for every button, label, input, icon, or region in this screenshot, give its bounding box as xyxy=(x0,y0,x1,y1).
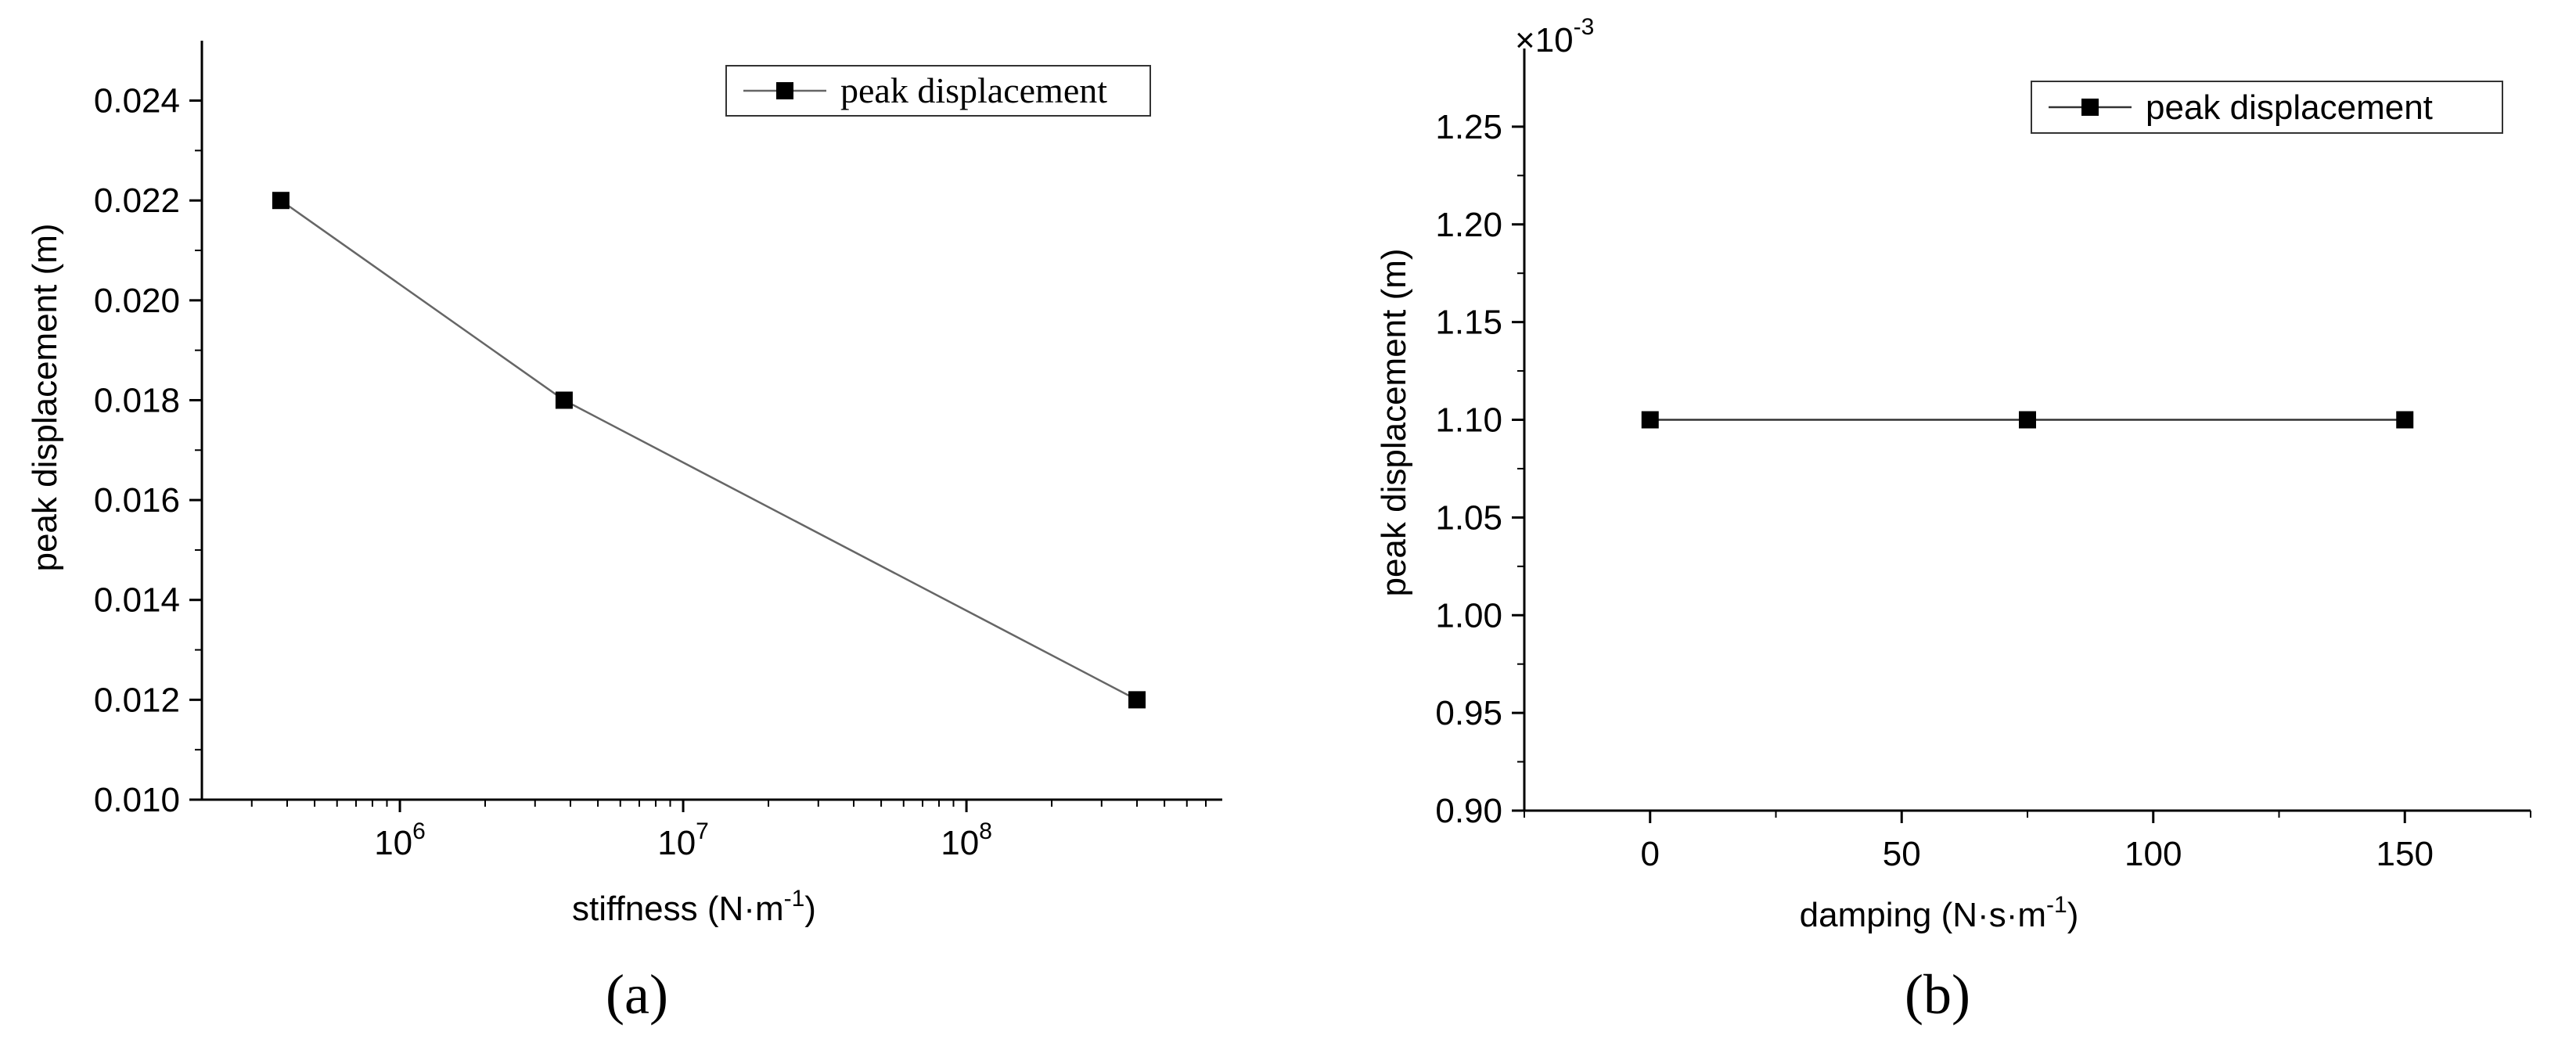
y-tick-label: 1.05 xyxy=(1435,498,1502,537)
panel-label-b: (b) xyxy=(1905,963,1970,1026)
panel-label-a: (a) xyxy=(606,963,668,1026)
y-tick-label: 0.016 xyxy=(94,481,180,520)
legend: peak displacement xyxy=(2031,81,2503,134)
y-tick-label: 0.90 xyxy=(1435,792,1502,830)
legend-marker xyxy=(776,82,793,99)
y-tick-label: 1.20 xyxy=(1435,206,1502,244)
y-tick-label: 1.15 xyxy=(1435,304,1502,342)
y-tick-label: 0.010 xyxy=(94,781,180,819)
x-tick-label: 108 xyxy=(941,818,992,862)
x-tick-label: 100 xyxy=(2124,835,2182,873)
y-tick-label: 0.018 xyxy=(94,381,180,419)
y-tick-label: 0.020 xyxy=(94,282,180,320)
legend-label: peak displacement xyxy=(840,70,1107,110)
data-point xyxy=(2019,411,2036,429)
x-axis-title: damping (N·s·m-1) xyxy=(1800,892,2079,934)
y-tick-label: 0.014 xyxy=(94,581,180,620)
x-tick-label: 150 xyxy=(2376,835,2434,873)
x-tick-label: 50 xyxy=(1883,835,1921,873)
legend-label: peak displacement xyxy=(2146,88,2433,127)
y-tick-label: 0.95 xyxy=(1435,694,1502,732)
x-tick-label: 0 xyxy=(1641,835,1660,873)
y-tick-label: 0.022 xyxy=(94,182,180,220)
data-point xyxy=(272,192,290,210)
x-tick-label: 106 xyxy=(374,818,426,862)
data-point xyxy=(2396,411,2414,429)
y-tick-label: 0.012 xyxy=(94,681,180,719)
y-tick-label: 1.10 xyxy=(1435,401,1502,440)
y-tick-label: 0.024 xyxy=(94,82,180,120)
y-tick-label: 1.00 xyxy=(1435,596,1502,635)
x-axis-title: stiffness (N·m-1) xyxy=(572,886,816,928)
chart-stiffness: peak displacement (m) stiffness (N·m-1) … xyxy=(26,41,1222,1026)
chart-damping: peak displacement (m) damping (N·s·m-1) … xyxy=(1375,14,2531,1026)
y-axis-title: peak displacement (m) xyxy=(26,223,64,571)
legend-marker xyxy=(2081,99,2099,116)
y-axis-title: peak displacement (m) xyxy=(1375,248,1413,596)
data-point xyxy=(1128,691,1146,709)
data-point xyxy=(555,391,573,409)
y-tick-label: 1.25 xyxy=(1435,108,1502,146)
data-point xyxy=(1641,411,1659,429)
x-tick-label: 107 xyxy=(657,818,709,862)
legend: peak displacement xyxy=(725,65,1151,117)
